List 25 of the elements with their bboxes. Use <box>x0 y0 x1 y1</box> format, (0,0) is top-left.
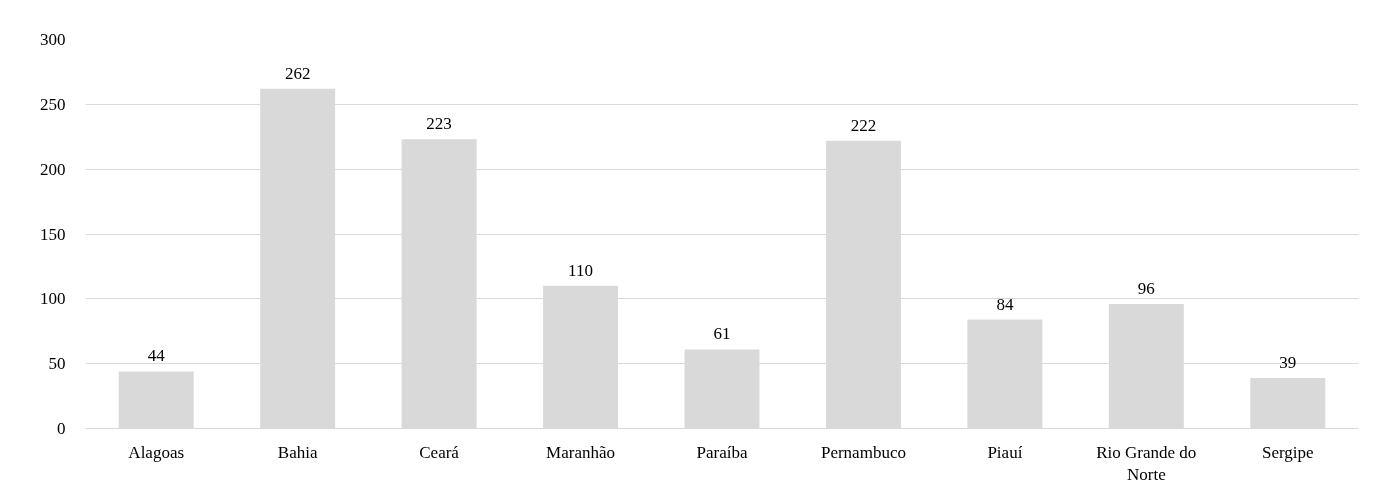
x-tick-label: Rio Grande do Norte <box>1096 442 1197 485</box>
x-tick-label: Alagoas <box>128 442 185 462</box>
x-tick-label: Ceará <box>419 442 460 462</box>
y-tick-label: 200 <box>40 159 66 179</box>
data-label: 39 <box>1279 352 1297 372</box>
y-tick-label: 100 <box>40 289 66 309</box>
y-tick-label: 0 <box>57 419 66 438</box>
data-label: 84 <box>996 294 1014 314</box>
y-tick-label: 50 <box>48 354 66 374</box>
x-tick-label: Piauí <box>987 442 1023 462</box>
x-tick-label: Maranhão <box>546 442 616 462</box>
x-tick-label: Bahia <box>277 442 318 462</box>
data-label: 96 <box>1137 279 1155 299</box>
x-tick-label: Paraíba <box>696 442 748 462</box>
y-tick-label: 250 <box>40 94 66 114</box>
x-tick-label: Pernambuco <box>820 442 906 462</box>
data-label: 110 <box>568 260 593 280</box>
data-label: 61 <box>713 324 731 344</box>
data-label: 44 <box>147 346 166 366</box>
data-label: 223 <box>426 114 452 134</box>
data-label: 222 <box>850 115 877 135</box>
data-label: 262 <box>284 63 311 83</box>
y-tick-label: 300 <box>40 30 66 49</box>
x-tick-label: Sergipe <box>1261 442 1314 462</box>
y-tick-label: 150 <box>40 224 66 244</box>
